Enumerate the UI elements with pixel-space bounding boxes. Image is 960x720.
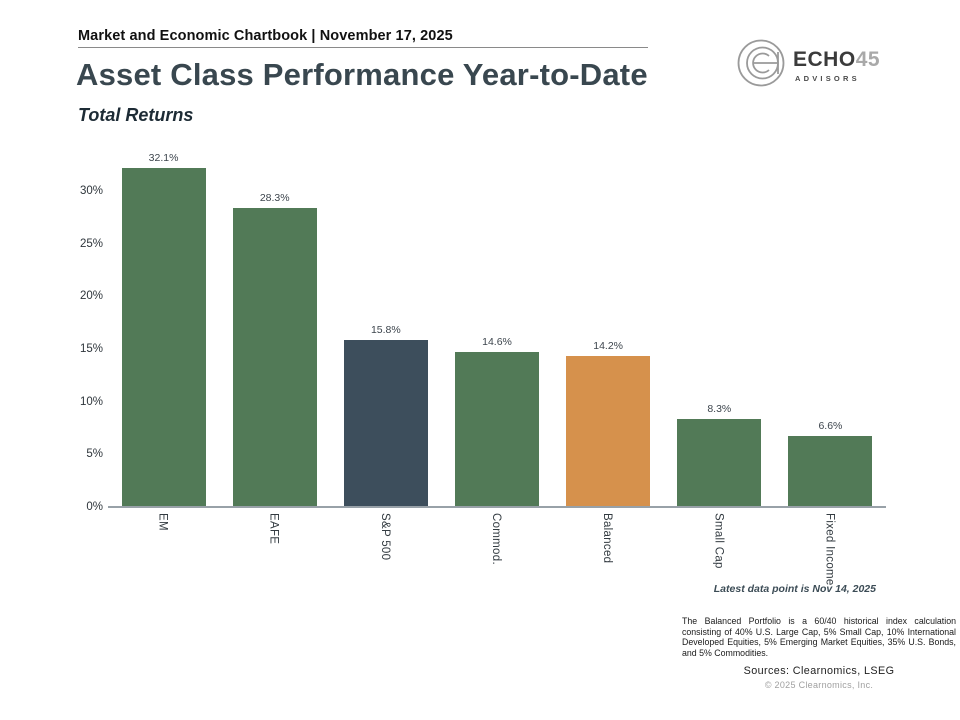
brand-name: ECHO45 xyxy=(793,47,881,71)
bar xyxy=(121,167,206,506)
bar xyxy=(455,352,539,506)
bar-value-label: 14.2% xyxy=(593,340,624,353)
header-divider xyxy=(78,47,648,48)
balanced-portfolio-footnote: The Balanced Portfolio is a 60/40 histor… xyxy=(682,616,956,659)
x-tick-label: S&P 500 xyxy=(378,513,391,561)
x-tick-label: Small Cap xyxy=(712,513,725,569)
x-tick-label: Commod. xyxy=(490,513,502,565)
x-tick-label: Fixed Income xyxy=(823,513,836,586)
bar xyxy=(232,207,317,506)
x-tick-label: EAFE xyxy=(267,513,280,545)
y-tick-label: 0% xyxy=(86,501,103,513)
y-tick-label: 20% xyxy=(79,290,103,303)
brand-tagline: ADVISORS xyxy=(795,73,860,83)
y-tick-label: 15% xyxy=(79,343,103,355)
bar-value-label: 6.6% xyxy=(818,420,843,433)
brand-wordmark: ECHO45 ADVISORS xyxy=(793,49,880,83)
y-tick-label: 5% xyxy=(86,448,103,461)
bar xyxy=(343,339,428,506)
sources-line: Sources: Clearnomics, LSEG xyxy=(743,664,895,677)
page-subtitle: Total Returns xyxy=(78,105,194,125)
echo45-emblem-icon xyxy=(736,38,786,93)
bar-value-label: 8.3% xyxy=(707,402,732,415)
latest-data-note: Latest data point is Nov 14, 2025 xyxy=(713,583,876,595)
bar-chart-plot: 0% 5% 10% 15% 20% 25% 30% 32.1% EM 28.3% EAFE 15.8%… xyxy=(80,150,886,586)
bar-value-label: 32.1% xyxy=(148,151,179,164)
footer-column: The Balanced Portfolio is a 60/40 histor… xyxy=(682,616,956,690)
report-kicker: Market and Economic Chartbook | November… xyxy=(78,28,453,44)
x-tick-label: EM xyxy=(156,513,169,531)
bar xyxy=(566,356,651,506)
brand-logo: ECHO45 ADVISORS xyxy=(736,38,880,93)
x-tick-label: Balanced xyxy=(601,513,614,564)
y-tick-label: 10% xyxy=(79,395,103,408)
bar-value-label: 28.3% xyxy=(259,191,290,204)
bar xyxy=(788,436,873,506)
bar-value-label: 14.6% xyxy=(482,336,512,349)
bar-value-label: 15.8% xyxy=(370,323,401,336)
y-tick-label: 30% xyxy=(79,185,103,197)
copyright-line: © 2025 Clearnomics, Inc. xyxy=(764,679,874,690)
y-tick-label: 25% xyxy=(79,237,103,250)
bar xyxy=(677,418,762,506)
page-title: Asset Class Performance Year-to-Date xyxy=(76,57,648,92)
